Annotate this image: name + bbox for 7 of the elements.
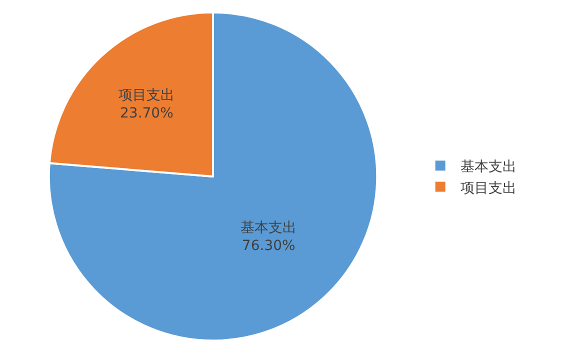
legend-label: 项目支出 [460,180,516,196]
data-label: 23.70% [120,106,174,122]
legend-label: 基本支出 [460,159,516,176]
data-label: 76.30% [242,238,296,254]
pie-slice [48,11,378,342]
slice-label: 基本支出 [240,220,297,236]
slice-label: 项目支出 [118,87,175,104]
